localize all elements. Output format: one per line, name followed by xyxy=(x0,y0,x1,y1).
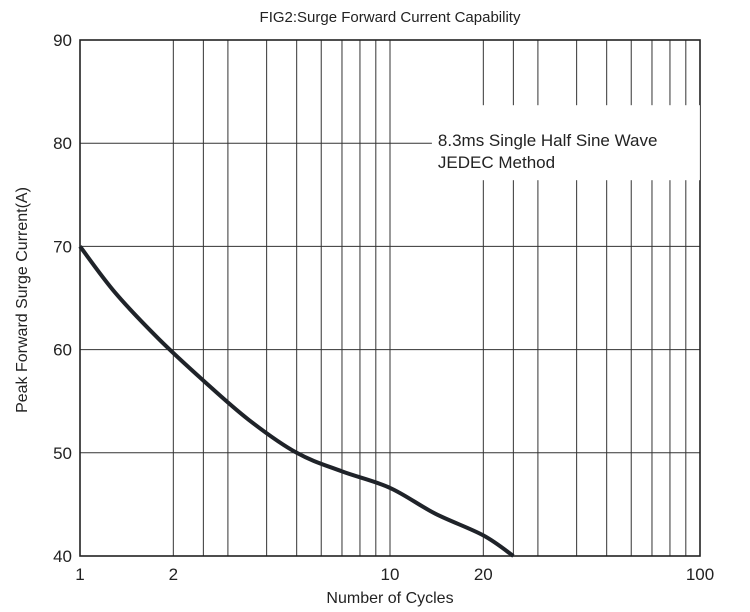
chart-title: FIG2:Surge Forward Current Capability xyxy=(260,9,521,26)
y-tick-label: 70 xyxy=(53,237,72,256)
annotation-line-2: JEDEC Method xyxy=(438,153,555,172)
y-tick-label: 80 xyxy=(53,134,72,153)
x-tick-label: 20 xyxy=(474,565,493,584)
y-tick-label: 60 xyxy=(53,341,72,360)
annotation-background xyxy=(431,105,700,181)
annotation: 8.3ms Single Half Sine Wave JEDEC Method xyxy=(431,105,700,181)
y-tick-label: 40 xyxy=(53,547,72,566)
plot-frame xyxy=(79,39,701,557)
y-axis-label: Peak Forward Surge Current(A) xyxy=(14,187,31,413)
x-axis-label: Number of Cycles xyxy=(326,590,453,607)
y-tick-label: 50 xyxy=(53,444,72,463)
x-tick-label: 2 xyxy=(169,565,178,584)
annotation-line-1: 8.3ms Single Half Sine Wave xyxy=(438,131,658,150)
surge-current-curve xyxy=(78,245,515,558)
x-tick-label: 100 xyxy=(686,565,714,584)
x-tick-label: 10 xyxy=(381,565,400,584)
series-layer xyxy=(78,245,515,558)
x-tick-label: 1 xyxy=(75,565,84,584)
x-tick-labels: 1 2 10 20 100 xyxy=(75,565,714,584)
y-tick-label: 90 xyxy=(53,31,72,50)
y-tick-labels: 90 80 70 60 50 40 xyxy=(53,31,72,566)
